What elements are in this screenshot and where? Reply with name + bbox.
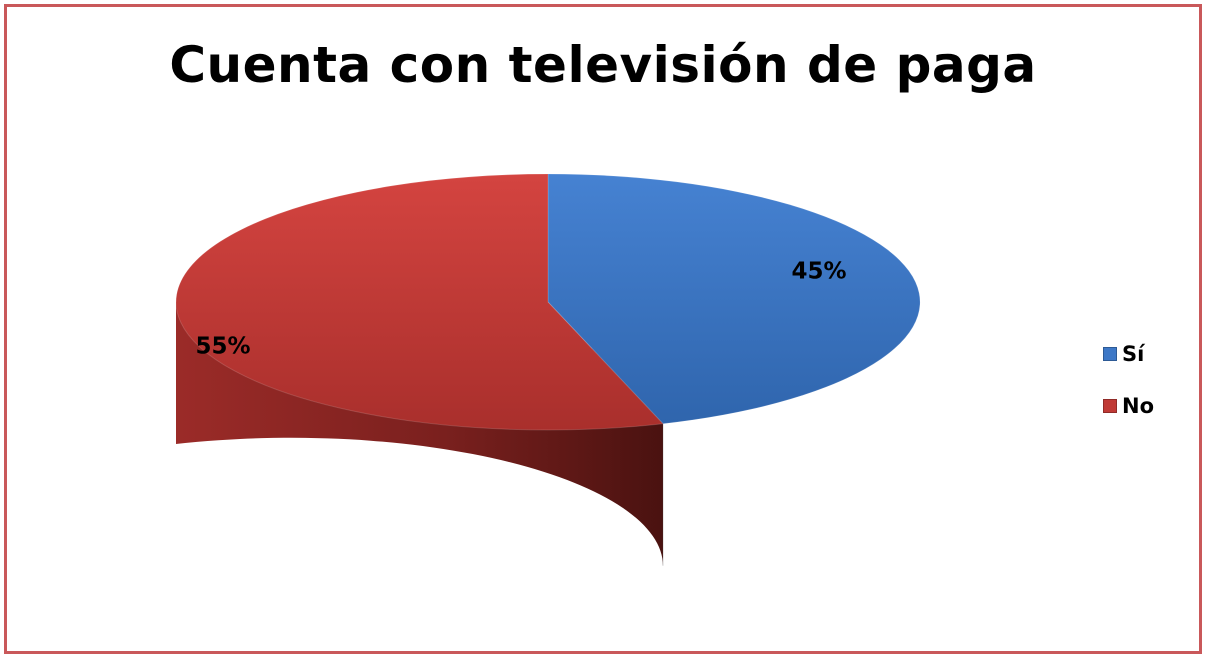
- legend: Sí No: [1103, 341, 1154, 445]
- legend-swatch-si: [1103, 347, 1117, 361]
- legend-label-si: Sí: [1122, 342, 1145, 366]
- legend-item-no: No: [1103, 393, 1154, 419]
- pie-slice-no: [175, 173, 665, 431]
- data-label-si: 45%: [791, 259, 846, 285]
- legend-item-si: Sí: [1103, 341, 1154, 367]
- legend-swatch-no: [1103, 399, 1117, 413]
- chart-title: Cuenta con televisión de paga: [169, 36, 1037, 94]
- legend-label-no: No: [1122, 394, 1155, 418]
- pie-slice-si: [547, 173, 921, 425]
- data-label-no: 55%: [195, 334, 250, 360]
